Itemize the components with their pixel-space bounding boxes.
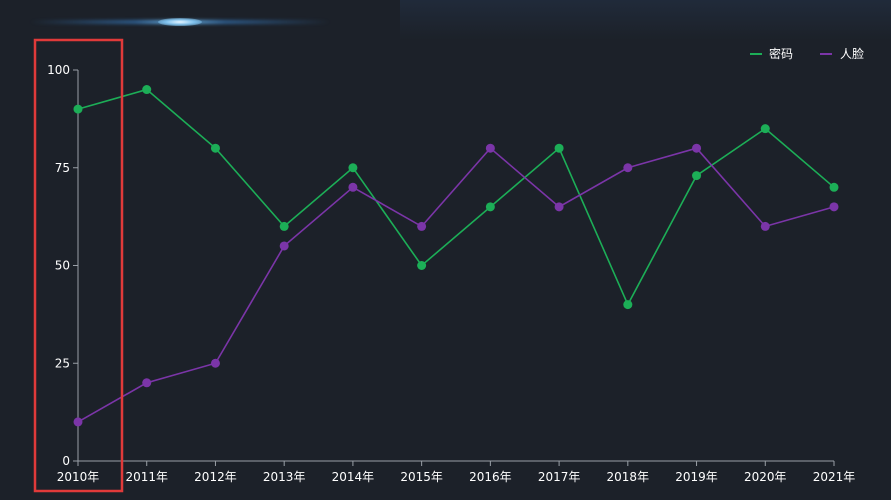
data-point[interactable] xyxy=(348,182,358,192)
chart-series xyxy=(73,85,839,427)
y-tick-label: 0 xyxy=(62,454,70,468)
data-point[interactable] xyxy=(417,261,427,270)
data-point[interactable] xyxy=(760,124,770,134)
data-point[interactable] xyxy=(760,221,770,231)
y-tick-label: 100 xyxy=(47,63,70,77)
legend-label-face[interactable]: 人脸 xyxy=(840,47,864,61)
x-tick-label: 2016年 xyxy=(469,470,512,484)
x-tick-label: 2012年 xyxy=(194,470,237,484)
y-tick-label: 50 xyxy=(55,259,70,273)
data-point[interactable] xyxy=(417,221,427,231)
x-tick-label: 2013年 xyxy=(263,470,306,484)
data-point[interactable] xyxy=(142,378,152,388)
chart-legend[interactable]: 密码 人脸 xyxy=(750,46,864,61)
data-point[interactable] xyxy=(692,171,702,181)
x-tick-label: 2015年 xyxy=(400,470,443,484)
data-point[interactable] xyxy=(829,202,839,212)
data-point[interactable] xyxy=(73,417,83,427)
series-1 xyxy=(73,143,839,427)
x-tick-label: 2010年 xyxy=(57,470,100,484)
data-point[interactable] xyxy=(485,143,495,153)
chart-axes: 0 25 50 75 100 2010年 2011年 2012年 2013年 2014年 2015年… xyxy=(47,63,855,484)
series-0 xyxy=(73,85,839,310)
data-point[interactable] xyxy=(692,143,702,153)
data-point[interactable] xyxy=(554,143,564,153)
y-tick-label: 75 xyxy=(55,161,70,175)
data-point[interactable] xyxy=(279,221,289,231)
x-tick-label: 2014年 xyxy=(332,470,375,484)
x-tick-label: 2020年 xyxy=(744,470,787,484)
data-point[interactable] xyxy=(142,85,152,95)
data-point[interactable] xyxy=(554,202,564,212)
data-point[interactable] xyxy=(210,143,220,153)
series-line xyxy=(77,88,835,307)
legend-label-password[interactable]: 密码 xyxy=(769,46,793,61)
x-tick-label: 2021年 xyxy=(813,470,856,484)
data-point[interactable] xyxy=(485,202,495,212)
data-point[interactable] xyxy=(623,163,633,173)
data-point[interactable] xyxy=(279,241,289,251)
x-tick-label: 2011年 xyxy=(125,470,168,484)
data-point[interactable] xyxy=(348,163,358,173)
series-line xyxy=(77,147,835,423)
x-tick-label: 2017年 xyxy=(538,470,581,484)
highlight-box xyxy=(33,38,124,493)
data-point[interactable] xyxy=(210,358,220,368)
data-point[interactable] xyxy=(623,300,633,310)
y-tick-label: 25 xyxy=(55,356,70,370)
x-tick-label: 2019年 xyxy=(675,470,718,484)
data-point[interactable] xyxy=(73,104,83,114)
x-tick-label: 2018年 xyxy=(607,470,650,484)
data-point[interactable] xyxy=(829,182,839,192)
